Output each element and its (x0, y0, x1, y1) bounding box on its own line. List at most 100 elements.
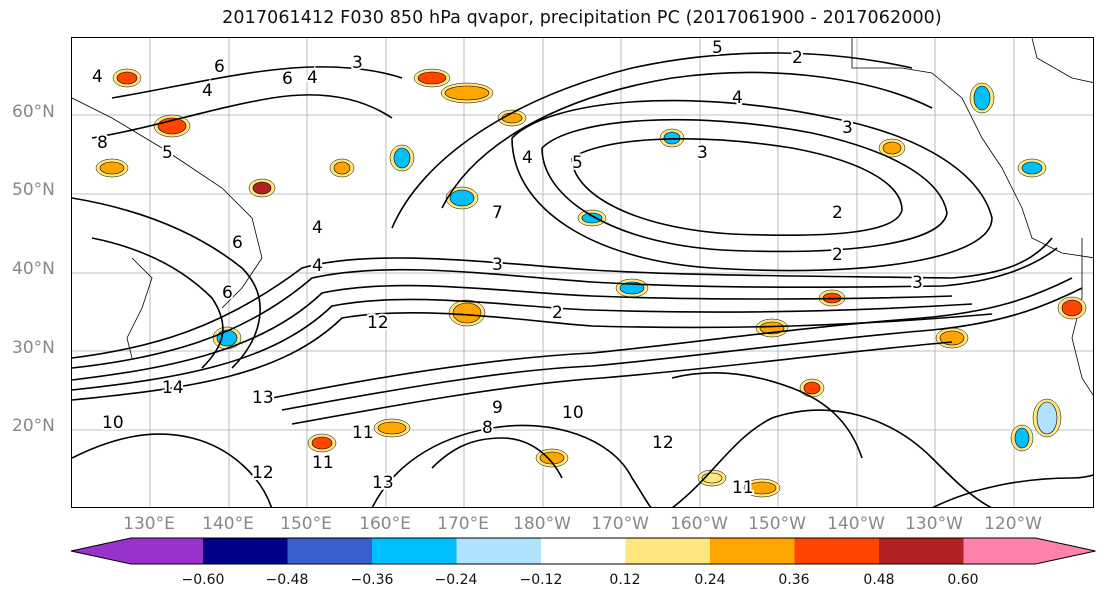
lat-label-20: 20°N (12, 416, 55, 436)
colorbar-segment (203, 538, 288, 564)
contour-label: 13 (252, 388, 274, 408)
lat-label-60: 60°N (12, 102, 55, 122)
contour-label: 2 (552, 303, 563, 323)
qvapor-contour-line (72, 433, 273, 507)
contour-label: 4 (732, 88, 743, 108)
lon-label-170e: 170°E (437, 514, 489, 534)
precip-anomaly-patch (747, 481, 777, 495)
lon-label-170w: 170°W (591, 514, 649, 534)
precip-anomaly-patch (973, 85, 991, 111)
contour-label: 12 (652, 433, 674, 453)
lon-label-130e: 130°E (123, 514, 175, 534)
colorbar-outline (70, 537, 1096, 565)
precip-anomaly-patch (333, 161, 351, 175)
contour-label: 7 (492, 203, 503, 223)
contour-label: 4 (92, 67, 103, 87)
precip-anomaly-patch (939, 330, 965, 346)
lat-label-40: 40°N (12, 259, 55, 279)
contour-label: 14 (162, 378, 184, 398)
colorbar-segment (963, 538, 1096, 564)
contour-label: 12 (252, 463, 274, 483)
lon-label-160w: 160°W (670, 514, 728, 534)
contour-label: 6 (232, 233, 243, 253)
precip-anomaly-patch (377, 421, 407, 435)
contour-label: 11 (732, 478, 754, 498)
precip-anomaly-patch (393, 147, 411, 169)
colorbar-tick-label: −0.12 (519, 572, 563, 588)
qvapor-contour-line (72, 237, 1053, 359)
qvapor-contour-line (391, 52, 913, 229)
colorbar-segment (287, 538, 372, 564)
colorbar-tick-label: −0.48 (265, 572, 309, 588)
contour-label: 8 (97, 133, 108, 153)
contour-label: 5 (712, 38, 723, 58)
precip-anomaly-patch (444, 85, 490, 101)
colorbar-tick-label: 0.60 (947, 572, 979, 588)
contour-label: 3 (697, 143, 708, 163)
precip-anomaly-patch (882, 141, 902, 155)
colorbar-tick-label: 0.24 (694, 572, 726, 588)
contour-label: 4 (307, 68, 318, 88)
contour-label: 6 (214, 57, 225, 77)
map-title: 2017061412 F030 850 hPa qvapor, precipit… (222, 8, 942, 28)
contour-label: 12 (367, 313, 389, 333)
contour-label: 8 (482, 418, 493, 438)
precip-anomaly-patch (99, 161, 125, 175)
contour-label: 4 (202, 81, 213, 101)
precip-anomaly-patch (759, 321, 785, 335)
qvapor-contour-line (571, 138, 903, 237)
contour-label: 3 (492, 255, 503, 275)
precip-anomaly-patch (581, 212, 603, 224)
contour-label: 4 (312, 218, 323, 238)
contour-label: 10 (102, 413, 124, 433)
qvapor-contour-line (72, 197, 261, 369)
colorbar-tick-label: 0.48 (863, 572, 895, 588)
lat-label-50: 50°N (12, 180, 55, 200)
colorbar-segment (625, 538, 710, 564)
qvapor-contour-line (72, 247, 1058, 369)
precipitation-shading (95, 68, 1087, 498)
colorbar-segment (71, 538, 203, 564)
lon-label-180w: 180°W (513, 514, 571, 534)
lon-label-140w: 140°W (827, 514, 885, 534)
colorbar-segment (879, 538, 964, 564)
colorbar-segment (541, 538, 626, 564)
lat-label-30: 30°N (12, 338, 55, 358)
contour-label: 4 (312, 256, 323, 276)
qvapor-contour-line (291, 341, 953, 425)
qvapor-contour-line (72, 284, 953, 381)
contour-label: 11 (352, 423, 374, 443)
contour-label: 5 (162, 143, 173, 163)
qvapor-contour-line (281, 287, 1083, 411)
lon-label-120w: 120°W (984, 514, 1042, 534)
qvapor-contour-line (111, 66, 403, 99)
contour-label: 3 (352, 53, 363, 73)
qvapor-contour-line (541, 118, 948, 253)
colorbar-tick-label: −0.36 (350, 572, 394, 588)
precip-anomaly-patch (1021, 161, 1043, 175)
precip-anomaly-patch (1036, 401, 1058, 435)
qvapor-contour-line (441, 71, 933, 209)
qvapor-contour-line (271, 277, 1073, 399)
qvapor-contour-line (72, 311, 993, 401)
colorbar (70, 537, 1096, 565)
contour-label: 13 (372, 473, 394, 493)
precip-anomaly-patch (417, 71, 447, 85)
lon-label-160e: 160°E (359, 514, 411, 534)
lon-label-150w: 150°W (748, 514, 806, 534)
qvapor-contour-line (671, 409, 992, 507)
colorbar-tick-label: −0.24 (434, 572, 478, 588)
qvapor-contour-line (671, 372, 863, 459)
precip-anomaly-patch (311, 436, 333, 450)
gridlines (72, 38, 1093, 507)
colorbar-segment (794, 538, 879, 564)
map-panel: 6 4 5 3 4 6 4 2 4 8 5 3 4 3 2 6 4 3 2 3 2 6 12 10 14 13 12 11 11 13 9 8… (71, 37, 1094, 508)
contour-label: 9 (492, 398, 503, 418)
lon-label-140e: 140°E (202, 514, 254, 534)
qvapor-contour-line (511, 99, 993, 272)
colorbar-tick-label: 0.12 (609, 572, 641, 588)
contour-label: 2 (792, 48, 803, 68)
precip-anomaly-patch (449, 189, 475, 207)
colorbar-segment (710, 538, 795, 564)
precip-anomaly-patch (1014, 427, 1030, 449)
